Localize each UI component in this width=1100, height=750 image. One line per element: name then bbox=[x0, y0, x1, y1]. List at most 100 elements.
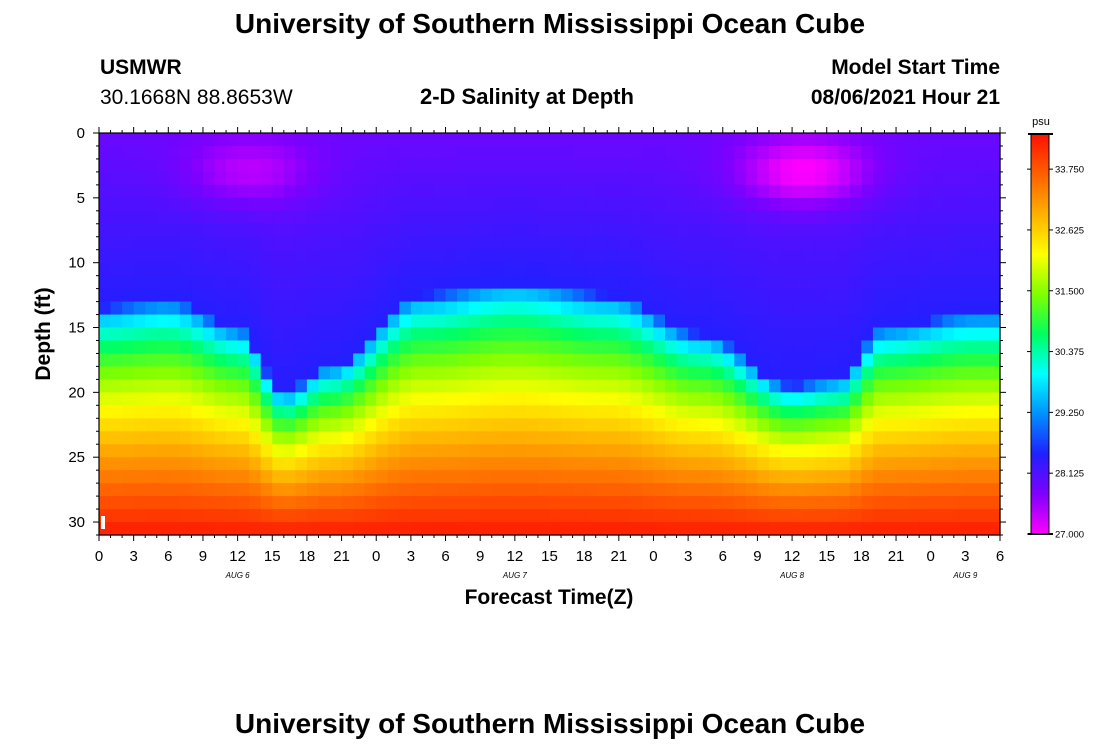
heatmap-cell bbox=[330, 184, 343, 199]
heatmap-cell bbox=[237, 431, 250, 445]
heatmap-cell bbox=[214, 145, 227, 160]
heatmap-cell bbox=[561, 275, 574, 290]
heatmap-cell bbox=[503, 353, 516, 368]
heatmap-cell bbox=[364, 184, 377, 199]
heatmap-cell bbox=[145, 405, 158, 419]
heatmap-cell bbox=[630, 145, 643, 160]
heatmap-cell bbox=[272, 405, 285, 419]
heatmap-cell bbox=[861, 314, 874, 329]
heatmap-cell bbox=[283, 133, 296, 147]
heatmap-cell bbox=[330, 353, 343, 368]
heatmap-cell bbox=[792, 262, 805, 277]
heatmap-cell bbox=[445, 288, 458, 303]
heatmap-cell bbox=[399, 444, 412, 458]
heatmap-cell bbox=[711, 509, 724, 523]
heatmap-cell bbox=[630, 353, 643, 368]
heatmap-cell bbox=[202, 405, 216, 419]
heatmap-cell bbox=[214, 275, 227, 290]
heatmap-cell bbox=[491, 431, 504, 445]
heatmap-cell bbox=[399, 509, 412, 523]
heatmap-cell bbox=[561, 496, 574, 510]
heatmap-cell bbox=[607, 457, 620, 471]
heatmap-cell bbox=[179, 405, 193, 419]
heatmap-cell bbox=[133, 288, 146, 303]
heatmap-cell bbox=[445, 470, 458, 484]
heatmap-cell bbox=[688, 366, 701, 380]
heatmap-cell bbox=[757, 470, 770, 484]
heatmap-cell bbox=[514, 405, 527, 419]
heatmap-cell bbox=[872, 418, 886, 432]
heatmap-cell bbox=[838, 145, 851, 160]
heatmap-cell bbox=[722, 340, 735, 355]
heatmap-cell bbox=[376, 145, 389, 160]
heatmap-cell bbox=[988, 133, 1001, 147]
heatmap-cell bbox=[399, 418, 412, 432]
heatmap-cell bbox=[630, 457, 643, 471]
heatmap-cell bbox=[584, 522, 597, 536]
heatmap-cell bbox=[630, 431, 643, 445]
heatmap-cell bbox=[283, 366, 296, 380]
heatmap-cell bbox=[122, 314, 135, 329]
heatmap-cell bbox=[549, 301, 562, 316]
heatmap-cell bbox=[272, 288, 285, 303]
heatmap-cell bbox=[260, 184, 273, 199]
heatmap-cell bbox=[260, 262, 273, 277]
heatmap-cell bbox=[514, 133, 527, 147]
heatmap-cell bbox=[861, 133, 874, 147]
heatmap-cell bbox=[618, 314, 631, 329]
heatmap-cell bbox=[364, 210, 377, 225]
heatmap-cell bbox=[826, 522, 839, 536]
heatmap-cell bbox=[896, 470, 909, 484]
heatmap-cell bbox=[179, 223, 193, 238]
heatmap-cell bbox=[249, 210, 262, 225]
heatmap-cell bbox=[792, 327, 805, 342]
heatmap-cell bbox=[757, 405, 770, 419]
heatmap-cell bbox=[272, 366, 285, 380]
heatmap-cell bbox=[179, 171, 193, 186]
station-name: USMWR bbox=[100, 56, 182, 79]
heatmap-cell bbox=[433, 366, 447, 380]
heatmap-cell bbox=[237, 509, 250, 523]
heatmap-cell bbox=[214, 509, 227, 523]
heatmap-cell bbox=[503, 275, 516, 290]
heatmap-cells bbox=[99, 133, 1001, 536]
heatmap-cell bbox=[641, 496, 655, 510]
heatmap-cell bbox=[838, 522, 851, 536]
heatmap-cell bbox=[283, 392, 296, 406]
heatmap-cell bbox=[872, 171, 886, 186]
x-tick-label: 3 bbox=[684, 548, 692, 565]
heatmap-cell bbox=[699, 431, 712, 445]
heatmap-cell bbox=[145, 444, 158, 458]
heatmap-cell bbox=[156, 288, 169, 303]
heatmap-cell bbox=[630, 133, 643, 147]
heatmap-cell bbox=[757, 288, 770, 303]
heatmap-cell bbox=[815, 483, 828, 497]
heatmap-cell bbox=[330, 431, 343, 445]
heatmap-cell bbox=[480, 223, 493, 238]
heatmap-cell bbox=[468, 483, 481, 497]
heatmap-cell bbox=[653, 353, 666, 368]
heatmap-cell bbox=[353, 223, 366, 238]
heatmap-cell bbox=[976, 236, 990, 251]
heatmap-cell bbox=[457, 145, 470, 160]
heatmap-cell bbox=[768, 392, 782, 406]
heatmap-cell bbox=[803, 223, 816, 238]
heatmap-cell bbox=[745, 236, 759, 251]
heatmap-cell bbox=[607, 470, 620, 484]
heatmap-cell bbox=[907, 431, 920, 445]
heatmap-cell bbox=[942, 197, 955, 212]
heatmap-cell bbox=[838, 236, 851, 251]
heatmap-cell bbox=[618, 509, 631, 523]
heatmap-cell bbox=[919, 249, 932, 264]
page-title-top: University of Southern Mississippi Ocean… bbox=[234, 8, 866, 39]
heatmap-cell bbox=[676, 314, 689, 329]
heatmap-cell bbox=[745, 431, 759, 445]
heatmap-cell bbox=[168, 223, 181, 238]
heatmap-cell bbox=[919, 327, 932, 342]
heatmap-cell bbox=[976, 405, 990, 419]
heatmap-cell bbox=[214, 496, 227, 510]
heatmap-cell bbox=[722, 496, 735, 510]
heatmap-cell bbox=[399, 158, 412, 173]
heatmap-cell bbox=[711, 392, 724, 406]
heatmap-cell bbox=[965, 496, 978, 510]
